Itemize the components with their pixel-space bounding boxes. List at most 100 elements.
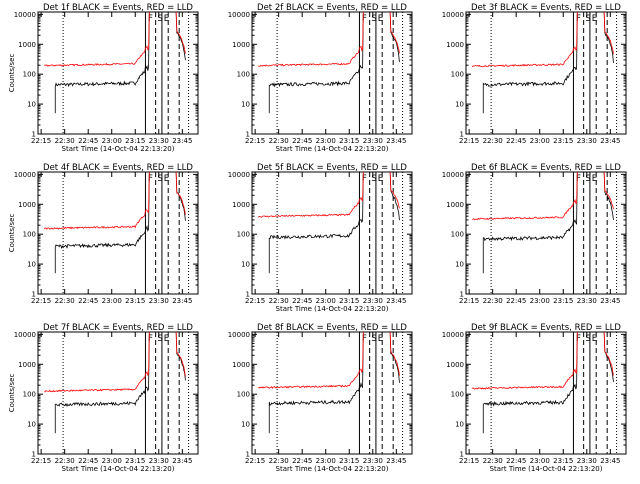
panel-9: Det 9f BLACK = Events, RED = LLD 1 10 100 10… [442, 323, 627, 473]
panel-8: Det 8f BLACK = Events, RED = LLD 1 10 100 10… [228, 323, 413, 473]
y-tick-label: 1 [32, 131, 36, 139]
x-tick-label: 22:45 [506, 297, 526, 305]
y-tick-label: 10000 [228, 331, 250, 339]
x-tick-label: 22:45 [292, 297, 312, 305]
x-tick-label: 22:45 [78, 457, 98, 465]
annotation-e: E [592, 174, 597, 184]
x-tick-label: 23:00 [102, 297, 122, 305]
x-tick-label: 22:45 [506, 457, 526, 465]
annotation-s: S [157, 14, 162, 24]
annotation-s: S [371, 174, 376, 184]
annotation-s: S [585, 174, 590, 184]
y-tick-label: 10000 [14, 11, 36, 19]
y-tick-label: 1000 [446, 201, 464, 209]
series-events [482, 332, 614, 434]
series-events [268, 12, 400, 114]
y-tick-label: 1 [32, 291, 36, 299]
x-tick-label: 23:30 [363, 137, 383, 145]
plot-frame [251, 331, 413, 455]
annotation-e: E [592, 334, 597, 344]
annotation-f: F [362, 334, 367, 344]
panel-title: Det 3f BLACK = Events, RED = LLD [471, 3, 621, 13]
x-tick-label: 23:30 [577, 457, 597, 465]
x-tick-label: 23:00 [102, 457, 122, 465]
x-tick-label: 22:45 [78, 297, 98, 305]
x-axis-label: Start Time (14-Oct-04 22:13:20) [62, 145, 175, 153]
y-tick-label: 10 [241, 421, 250, 429]
annotation-e: E [164, 334, 169, 344]
x-tick-label: 23:45 [172, 137, 192, 145]
x-tick-label: 23:00 [530, 457, 550, 465]
x-tick-label: 23:45 [386, 297, 406, 305]
x-tick-label: 23:15 [125, 297, 145, 305]
x-tick-label: 23:15 [125, 137, 145, 145]
annotation-e: E [378, 174, 383, 184]
series-events [54, 332, 186, 434]
x-tick-label: 23:15 [553, 137, 573, 145]
annotation-e: E [378, 14, 383, 24]
panel-title: Det 9f BLACK = Events, RED = LLD [471, 323, 621, 333]
series-events [482, 12, 614, 114]
y-tick-label: 10000 [228, 171, 250, 179]
series-lld [472, 172, 614, 221]
series-events [482, 172, 614, 274]
annotation-f: F [148, 334, 153, 344]
x-tick-label: 22:15 [459, 297, 479, 305]
panel-title: Det 8f BLACK = Events, RED = LLD [257, 323, 407, 333]
y-tick-label: 1000 [446, 361, 464, 369]
y-tick-label: 10000 [14, 331, 36, 339]
x-tick-label: 23:30 [577, 137, 597, 145]
annotation-s: S [371, 334, 376, 344]
panel-1: Det 1f BLACK = Events, RED = LLD 1 10 100 10… [8, 3, 199, 153]
y-tick-label: 10 [27, 421, 36, 429]
annotation-f: F [148, 174, 153, 184]
x-tick-label: 23:00 [316, 457, 336, 465]
x-tick-label: 22:15 [245, 297, 265, 305]
plot-frame [465, 11, 627, 135]
x-tick-label: 23:00 [316, 297, 336, 305]
annotation-f: F [576, 174, 581, 184]
y-tick-label: 100 [451, 231, 464, 239]
y-tick-label: 1000 [18, 41, 36, 49]
annotation-e: E [164, 14, 169, 24]
y-tick-label: 100 [23, 231, 36, 239]
panel-6: Det 6f BLACK = Events, RED = LLD 1 10 100 10… [442, 163, 627, 305]
x-tick-label: 22:15 [245, 457, 265, 465]
x-tick-label: 22:15 [245, 137, 265, 145]
panel-3: Det 3f BLACK = Events, RED = LLD 1 10 100 10… [442, 3, 627, 145]
annotation-s: S [585, 14, 590, 24]
x-tick-label: 23:15 [125, 457, 145, 465]
x-tick-label: 22:15 [31, 457, 51, 465]
x-tick-label: 23:30 [149, 457, 169, 465]
plot-frame [465, 171, 627, 295]
series-lld [471, 12, 614, 68]
y-tick-label: 10000 [442, 11, 464, 19]
y-tick-label: 10000 [442, 331, 464, 339]
series-lld [44, 332, 186, 393]
x-tick-label: 22:15 [31, 137, 51, 145]
panel-title: Det 6f BLACK = Events, RED = LLD [471, 163, 621, 173]
y-tick-label: 100 [451, 391, 464, 399]
series-lld [43, 172, 186, 230]
y-tick-label: 10 [455, 101, 464, 109]
x-tick-label: 22:30 [483, 137, 503, 145]
x-tick-label: 23:45 [172, 297, 192, 305]
x-tick-label: 23:30 [149, 137, 169, 145]
x-tick-label: 23:00 [102, 137, 122, 145]
panel-7: Det 7f BLACK = Events, RED = LLD 1 10 100 10… [8, 323, 199, 473]
y-axis-label: Counts/sec [8, 374, 16, 413]
y-tick-label: 1 [460, 131, 464, 139]
y-tick-label: 1 [246, 131, 250, 139]
y-tick-label: 1 [32, 451, 36, 459]
annotation-e: E [164, 174, 169, 184]
x-tick-label: 23:45 [386, 457, 406, 465]
y-tick-label: 10000 [228, 11, 250, 19]
x-tick-label: 22:15 [459, 457, 479, 465]
plot-frame [37, 331, 199, 455]
annotation-s: S [585, 334, 590, 344]
x-tick-label: 23:45 [600, 457, 620, 465]
plot-frame [251, 171, 413, 295]
x-tick-label: 23:15 [553, 297, 573, 305]
y-tick-label: 10000 [442, 171, 464, 179]
series-lld [471, 332, 614, 390]
